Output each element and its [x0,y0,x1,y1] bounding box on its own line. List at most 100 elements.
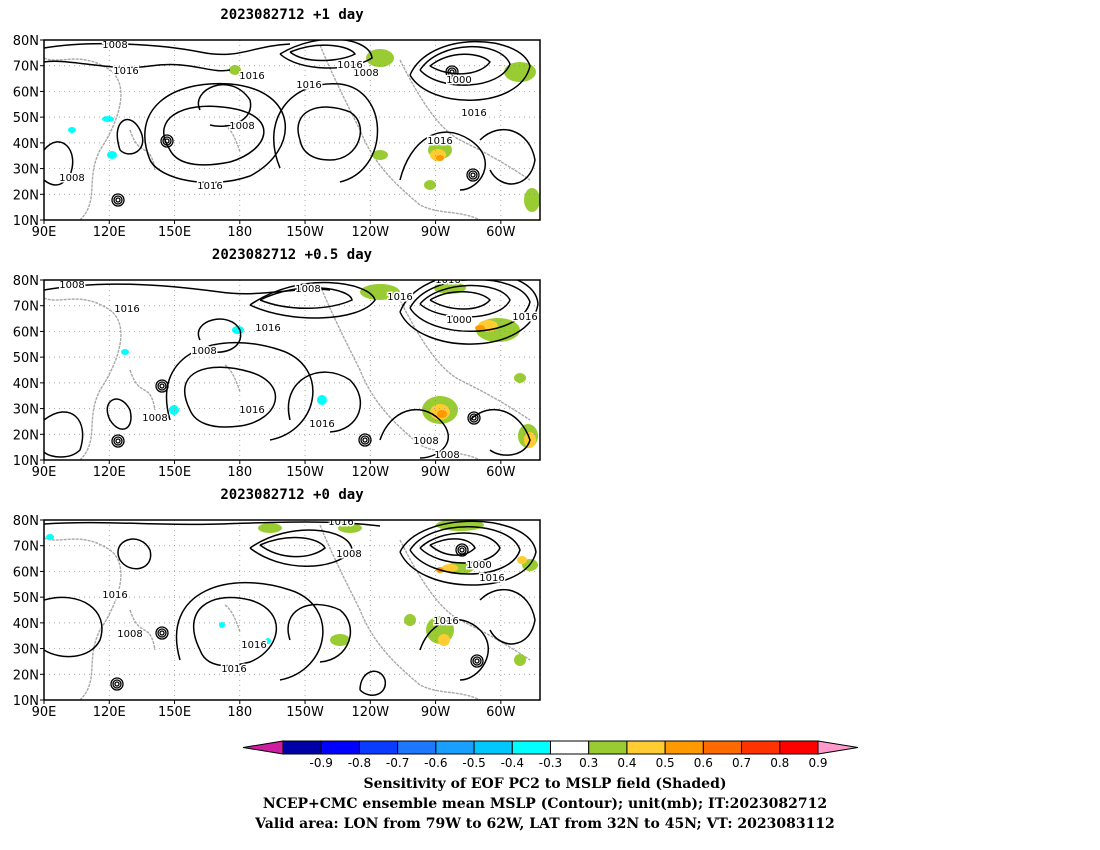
contour-label: 1016 [102,590,127,601]
contour-label: 1000 [446,315,471,326]
panel-title: 2023082712 +0.5 day [211,247,373,263]
map-panel-3: 1016 1008 1016 1008 1016 1016 1000 1016 1016 80N 7… [13,514,541,720]
y-tick-label: 30N [13,643,39,658]
x-tick-label: 150W [286,225,324,240]
y-tick-label: 50N [13,111,39,126]
colorbar-swatch [702,740,743,755]
contour-label: 1016 [239,405,264,416]
x-tick-label: 60W [486,705,516,720]
y-tick-label: 40N [13,137,39,152]
x-tick-label: 60W [486,225,516,240]
caption-line-2: NCEP+CMC ensemble mean MSLP (Contour); u… [262,796,828,812]
contour-label: 1016 [337,60,362,71]
colorbar-swatch [358,740,399,755]
x-tick-label: 120W [351,705,389,720]
panel-title: 2023082712 +1 day [220,7,364,23]
colorbar-tick-label: 0.9 [808,756,827,770]
contour-label: 1008 [142,413,167,424]
contour-label: 1008 [59,173,84,184]
y-tick-label: 40N [13,377,39,392]
contour-label: 1008 [102,40,127,51]
y-tick-label: 80N [13,514,39,529]
colorbar-swatch [550,740,590,755]
colorbar-swatch [282,740,322,755]
contour-label: 1008 [353,68,378,79]
contour-label: 1016 [328,517,353,528]
x-tick-label: 60W [486,465,516,480]
x-tick-label: 90E [32,225,57,240]
contour-label: 1000 [446,75,471,86]
contour-label: 1016 [387,292,412,303]
x-tick-label: 180 [227,465,252,480]
contour-label: 1016 [241,640,266,651]
colorbar-swatch [320,740,360,755]
y-tick-label: 50N [13,591,39,606]
contour-label: 1016 [433,616,458,627]
colorbar-tick-label: -0.7 [386,756,409,770]
x-tick-label: 180 [227,705,252,720]
x-tick-label: 120E [93,465,126,480]
colorbar-tick-label: 0.7 [732,756,751,770]
contour-label: 1016 [427,136,452,147]
y-tick-label: 10N [13,214,39,229]
colorbar-tick-label: 0.5 [656,756,675,770]
contour-label: 1016 [221,664,246,675]
x-tick-label: 90E [32,465,57,480]
colorbar: -0.9 -0.8 -0.7 -0.6 -0.5 -0.4 -0.3 0.3 0.4 0.5 0.6… [242,740,859,770]
x-tick-label: 180 [227,225,252,240]
colorbar-tick-label: 0.3 [579,756,598,770]
y-tick-label: 70N [13,540,39,555]
y-tick-label: 60N [13,325,39,340]
caption-line-1: Sensitivity of EOF PC2 to MSLP field (Sh… [363,776,727,792]
y-tick-label: 50N [13,351,39,366]
x-tick-label: 150E [158,225,191,240]
y-tick-label: 30N [13,163,39,178]
y-tick-label: 70N [13,60,39,75]
colorbar-tick-label: -0.4 [501,756,524,770]
colorbar-swatch [242,740,284,755]
panel-title: 2023082712 +0 day [220,487,364,503]
contour-label: 1008 [413,436,438,447]
colorbar-swatch [588,740,628,755]
contour-label: 1008 [59,280,84,291]
y-tick-label: 20N [13,188,39,203]
x-tick-label: 150E [158,705,191,720]
colorbar-swatch [626,740,666,755]
colorbar-swatch [435,740,475,755]
y-tick-label: 20N [13,668,39,683]
x-tick-label: 150W [286,705,324,720]
x-tick-label: 120W [351,225,389,240]
colorbar-swatch [473,740,513,755]
y-tick-label: 80N [13,274,39,289]
contour-label: 1016 [479,573,504,584]
colorbar-tick-label: -0.5 [462,756,485,770]
contour-label: 1016 [309,419,334,430]
y-tick-label: 20N [13,428,39,443]
contour-label: 1008 [191,346,216,357]
x-tick-label: 120W [351,465,389,480]
contour-label: 1016 [114,304,139,315]
x-tick-label: 120E [93,705,126,720]
y-tick-label: 10N [13,454,39,469]
x-tick-label: 90E [32,705,57,720]
colorbar-swatch [511,740,551,755]
contour-label: 1016 [197,181,222,192]
contour-label: 1016 [435,275,460,286]
colorbar-tick-label: 0.4 [617,756,636,770]
y-tick-label: 30N [13,403,39,418]
colorbar-swatch [664,740,704,755]
contour-label: 1016 [296,80,321,91]
colorbar-swatch [779,740,819,755]
colorbar-tick-label: 0.8 [770,756,789,770]
colorbar-tick-label: 0.6 [694,756,713,770]
y-tick-label: 70N [13,300,39,315]
contour-label: 1016 [255,323,280,334]
colorbar-swatch [741,740,781,755]
contour-label: 1016 [461,108,486,119]
x-tick-label: 150E [158,465,191,480]
contour-label: 1000 [466,560,491,571]
map-panel-2: 1008 1016 1008 1016 1008 1016 1016 1000 1016 1016… [13,274,541,480]
x-tick-label: 150W [286,465,324,480]
colorbar-swatch [397,740,437,755]
